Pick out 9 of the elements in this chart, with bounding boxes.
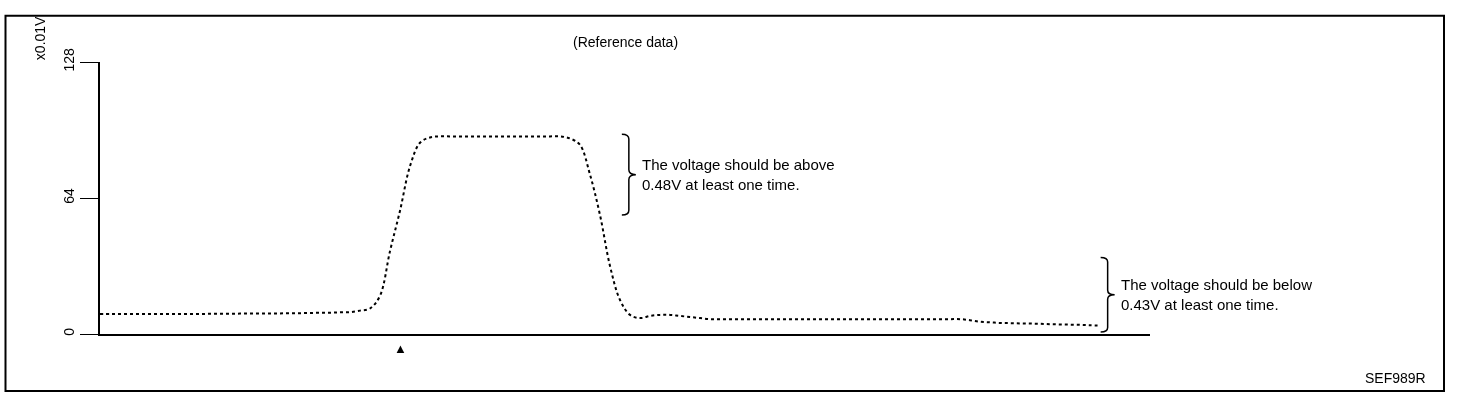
text: SEF989R bbox=[1365, 370, 1426, 386]
annotation: The voltage should be above 0.48V at least one time. bbox=[642, 156, 835, 193]
y-axis-title: x0.01V bbox=[32, 15, 49, 61]
y-tick-label: 0 bbox=[61, 327, 78, 336]
text: The voltage should be below 0.43V at least one time. bbox=[1121, 276, 1313, 313]
y-tick-label: 128 bbox=[61, 48, 78, 72]
y-tick-label: 64 bbox=[61, 187, 78, 204]
text: ▲ bbox=[394, 341, 407, 356]
chart-title: (Reference data) bbox=[573, 34, 679, 50]
